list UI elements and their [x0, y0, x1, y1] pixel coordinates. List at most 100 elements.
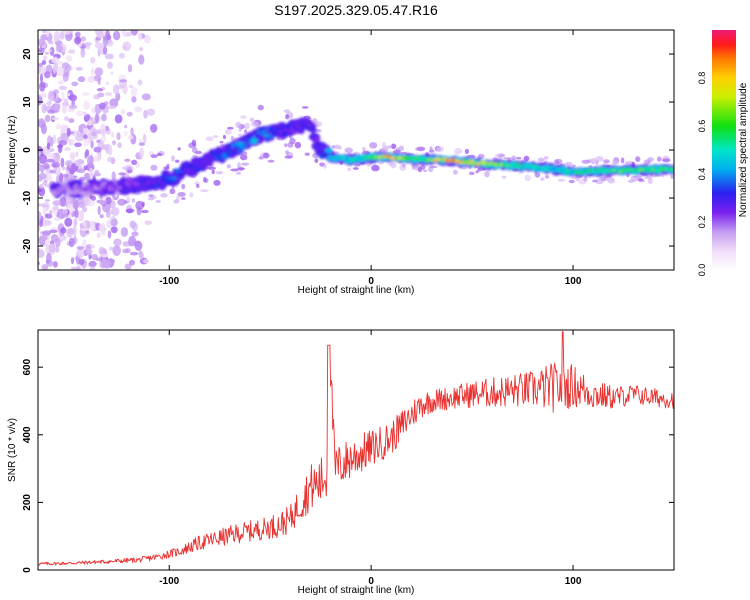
heatmap-noise-blob	[60, 227, 67, 234]
heatmap-ridge-blob	[527, 165, 531, 168]
heatmap-noise-blob	[138, 138, 142, 143]
heatmap-noise-blob	[68, 237, 75, 248]
heatmap-noise-blob	[96, 232, 101, 238]
heatmap-ridge-blob	[399, 158, 403, 161]
heatmap-ridge-blob	[552, 167, 555, 170]
heatmap-noise-blob	[83, 100, 90, 111]
heatmap-noise-blob	[89, 220, 95, 231]
heatmap-halo-blob	[173, 199, 180, 204]
heatmap-noise-blob	[102, 259, 112, 269]
heatmap-noise-blob	[64, 217, 73, 227]
heatmap-noise-blob	[84, 172, 91, 180]
heatmap-noise-blob	[93, 146, 102, 153]
heatmap-halo-blob	[69, 170, 75, 175]
heatmap-halo-blob	[163, 166, 170, 170]
heatmap-halo-blob	[644, 159, 649, 164]
heatmap-noise-blob	[58, 85, 68, 90]
heatmap-noise-blob	[68, 118, 75, 123]
heatmap-halo-blob	[39, 183, 44, 189]
heatmap-halo-blob	[436, 146, 444, 153]
heatmap-noise-blob	[64, 147, 71, 151]
heatmap-noise-blob	[102, 36, 108, 47]
heatmap-halo-blob	[181, 183, 186, 190]
heatmap-noise-blob	[48, 243, 56, 253]
heatmap-halo-blob	[285, 114, 290, 120]
heatmap-halo-blob	[312, 117, 318, 124]
heatmap-halo-blob	[495, 154, 501, 157]
spectrogram-noise-cloud	[38, 30, 158, 270]
heatmap-noise-blob	[61, 91, 65, 101]
heatmap-noise-blob	[61, 104, 68, 114]
heatmap-noise-blob	[80, 36, 86, 42]
heatmap-halo-blob	[402, 163, 406, 168]
heatmap-noise-blob	[101, 253, 109, 258]
heatmap-noise-blob	[99, 102, 106, 110]
heatmap-halo-blob	[131, 198, 135, 203]
heatmap-halo-blob	[371, 164, 380, 172]
heatmap-halo-blob	[215, 171, 224, 175]
heatmap-ridge-blob	[338, 156, 342, 160]
heatmap-noise-blob	[139, 47, 144, 52]
heatmap-noise-blob	[38, 211, 42, 222]
heatmap-noise-blob	[40, 234, 48, 241]
heatmap-noise-blob	[53, 31, 61, 42]
heatmap-noise-blob	[53, 217, 61, 221]
heatmap-halo-blob	[150, 154, 158, 159]
heatmap-noise-blob	[87, 155, 94, 167]
heatmap-halo-blob	[237, 167, 246, 171]
heatmap-noise-blob	[126, 196, 131, 203]
heatmap-ridge-blob	[328, 156, 332, 160]
heatmap-noise-blob	[85, 248, 93, 255]
heatmap-ridge-blob	[462, 159, 467, 163]
heatmap-halo-blob	[45, 199, 51, 202]
heatmap-halo-blob	[284, 143, 288, 148]
heatmap-noise-blob	[106, 210, 111, 218]
heatmap-noise-blob	[39, 221, 43, 227]
heatmap-halo-blob	[169, 188, 176, 195]
heatmap-noise-blob	[117, 198, 127, 206]
heatmap-noise-blob	[83, 134, 88, 140]
heatmap-noise-blob	[42, 217, 47, 227]
heatmap-noise-blob	[81, 206, 88, 213]
heatmap-halo-blob	[398, 145, 404, 151]
heatmap-noise-blob	[97, 78, 101, 85]
heatmap-noise-blob	[39, 81, 46, 92]
heatmap-noise-blob	[50, 136, 54, 148]
heatmap-noise-blob	[58, 80, 64, 85]
heatmap-halo-blob	[150, 164, 158, 171]
heatmap-noise-blob	[51, 116, 60, 121]
colorbar-gradient	[712, 30, 736, 270]
snr-x-tick-label: 0	[368, 576, 374, 587]
heatmap-noise-blob	[64, 98, 68, 103]
heatmap-halo-blob	[147, 197, 154, 201]
heatmap-ridge-blob	[517, 163, 521, 167]
heatmap-halo-blob	[353, 163, 361, 167]
heatmap-ridge-blob	[263, 133, 268, 137]
heatmap-halo-blob	[226, 164, 232, 169]
heatmap-noise-blob	[94, 42, 104, 49]
heatmap-noise-blob	[79, 222, 83, 229]
heatmap-noise-blob	[129, 251, 139, 256]
heatmap-noise-blob	[122, 248, 129, 254]
heatmap-ridge-blob	[369, 154, 373, 158]
heatmap-halo-blob	[575, 176, 580, 182]
heatmap-noise-blob	[78, 258, 85, 266]
heatmap-halo-blob	[516, 156, 522, 160]
heatmap-noise-blob	[55, 123, 62, 130]
heatmap-halo-blob	[568, 179, 575, 184]
spectrogram-y-tick-label: -20	[22, 238, 33, 253]
heatmap-ridge-blob	[72, 190, 79, 195]
heatmap-noise-blob	[128, 235, 137, 247]
heatmap-halo-blob	[662, 158, 671, 162]
heatmap-halo-blob	[572, 164, 576, 168]
heatmap-halo-blob	[257, 104, 264, 111]
heatmap-ridge-blob	[656, 167, 660, 170]
heatmap-noise-blob	[73, 218, 78, 226]
heatmap-noise-blob	[127, 135, 134, 140]
heatmap-noise-blob	[150, 123, 158, 133]
heatmap-ridge-blob	[88, 188, 94, 194]
heatmap-noise-blob	[41, 92, 47, 96]
heatmap-halo-blob	[140, 209, 149, 214]
heatmap-noise-blob	[38, 38, 46, 47]
heatmap-noise-blob	[113, 238, 122, 247]
